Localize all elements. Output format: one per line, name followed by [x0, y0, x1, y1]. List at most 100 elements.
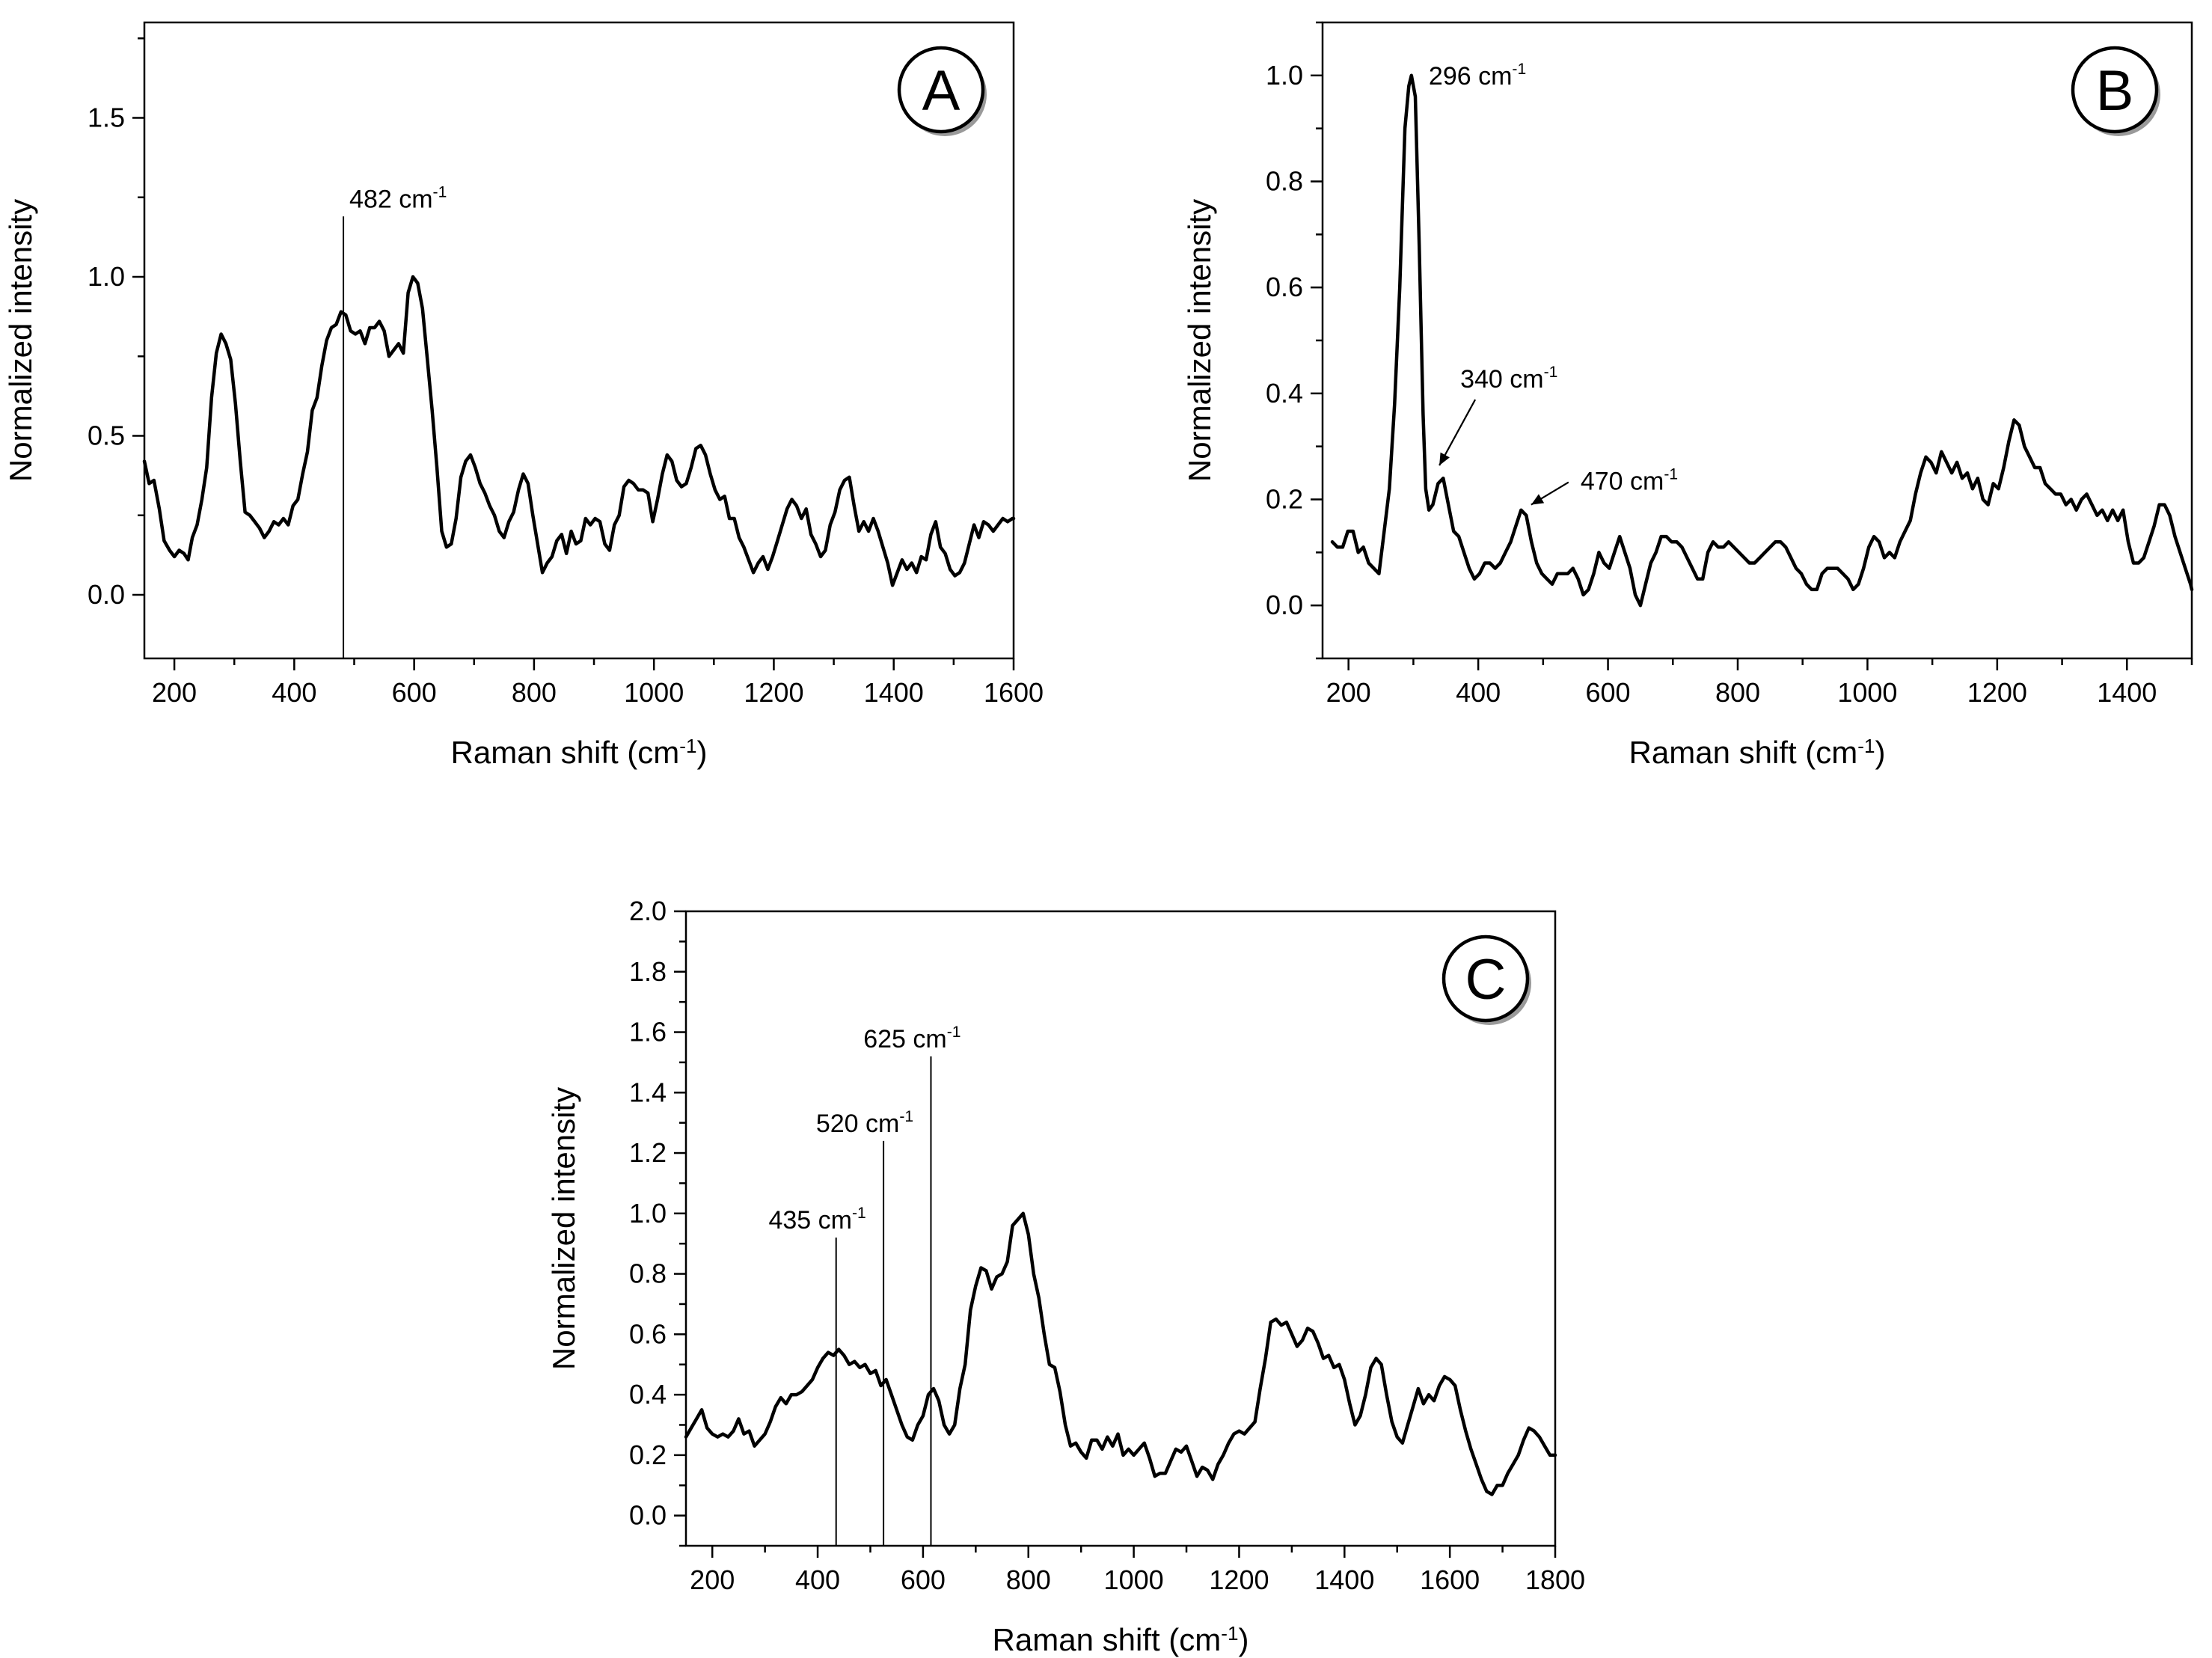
y-tick-label: 0.8 — [1266, 166, 1303, 197]
x-tick-label: 1400 — [1314, 1564, 1374, 1595]
peak-label: 482 cm-1 — [349, 183, 447, 213]
x-axis-title-text: Raman shift (cm — [1629, 735, 1858, 770]
peak-label-text: 340 cm — [1460, 365, 1544, 394]
x-tick-label: 800 — [512, 677, 557, 708]
y-tick-label: 1.8 — [629, 956, 667, 987]
x-axis-title-close: ) — [696, 735, 707, 770]
peak-label: 296 cm-1 — [1429, 61, 1526, 91]
raman-spectrum-line — [1330, 73, 2194, 608]
x-axis-title: Raman shift (cm-1) — [993, 1622, 1249, 1657]
peak-label: 470 cm-1 — [1581, 466, 1678, 496]
x-tick-label: 600 — [1586, 677, 1631, 708]
y-tick-label: 1.5 — [88, 103, 125, 133]
y-tick-label: 0.6 — [629, 1318, 667, 1349]
x-tick-label: 1000 — [624, 677, 684, 708]
y-tick-label: 1.0 — [88, 261, 125, 292]
y-tick-label: 0.0 — [629, 1500, 667, 1531]
y-axis-title: Normalized intensity — [3, 199, 38, 482]
x-axis-title: Raman shift (cm-1) — [1629, 735, 1886, 770]
peak-label-text: 296 cm — [1429, 62, 1513, 91]
peak-label-superscript: -1 — [1664, 466, 1678, 483]
x-axis-title-superscript: -1 — [1857, 735, 1875, 757]
y-tick-label: 1.2 — [629, 1137, 667, 1168]
x-tick-label: 1200 — [744, 677, 803, 708]
panel-badge — [2071, 46, 2159, 134]
x-tick-label: 1800 — [1525, 1564, 1585, 1595]
y-tick-label: 0.6 — [1266, 272, 1303, 302]
x-tick-label: 200 — [1326, 677, 1371, 708]
y-tick-label: 1.0 — [1266, 60, 1303, 91]
peak-arrow — [1439, 399, 1477, 466]
plot-frame — [1321, 21, 2193, 660]
x-tick-label: 1600 — [984, 677, 1044, 708]
y-tick-label: 0.8 — [629, 1258, 667, 1289]
raman-spectrum-line — [142, 275, 1016, 587]
x-axis-title-superscript: -1 — [1221, 1622, 1238, 1645]
peak-label-superscript: -1 — [899, 1108, 913, 1125]
panel-letter: A — [922, 59, 961, 123]
peak-label-text: 482 cm — [349, 185, 433, 213]
x-axis-title-text: Raman shift (cm — [993, 1622, 1222, 1657]
panel-a: 200 400 600 800 1000 1200 1400 1600 0.0 0.5 1.0 1.5… — [3, 21, 1044, 770]
peak-label-superscript: -1 — [1544, 364, 1558, 381]
x-tick-label: 1200 — [1967, 677, 2027, 708]
peak-label-text: 625 cm — [863, 1025, 947, 1053]
panel-c: 200 400 600 800 1000 1200 1400 1600 1800 0.0 0.2 0.… — [546, 896, 1585, 1657]
x-tick-label: 800 — [1715, 677, 1760, 708]
x-tick-label: 1600 — [1420, 1564, 1480, 1595]
x-axis-title: Raman shift (cm-1) — [451, 735, 708, 770]
peak-label-text: 520 cm — [816, 1110, 900, 1138]
y-tick-label: 0.0 — [1266, 590, 1303, 620]
x-tick-label: 1000 — [1837, 677, 1897, 708]
x-tick-label: 600 — [901, 1564, 946, 1595]
plot-frame — [684, 910, 1557, 1547]
x-tick-label: 200 — [690, 1564, 735, 1595]
x-tick-label: 200 — [152, 677, 197, 708]
peak-label: 520 cm-1 — [816, 1108, 913, 1138]
peak-label-text: 470 cm — [1581, 468, 1664, 496]
peak-label-superscript: -1 — [1512, 61, 1526, 78]
panel-letter: C — [1465, 948, 1507, 1012]
plot-frame — [143, 21, 1015, 660]
y-tick-label: 1.4 — [629, 1077, 667, 1107]
panel-b: 200 400 600 800 1000 1200 1400 0.0 0.2 0.4 0.6 0.8 1… — [1182, 21, 2194, 770]
peak-label: 435 cm-1 — [768, 1205, 866, 1235]
y-tick-label: 0.4 — [1266, 378, 1303, 409]
y-tick-label: 0.5 — [88, 420, 125, 451]
x-axis-title-close: ) — [1875, 735, 1885, 770]
peak-label-text: 435 cm — [768, 1206, 852, 1235]
peak-label: 340 cm-1 — [1460, 364, 1557, 394]
x-tick-label: 1400 — [2097, 677, 2157, 708]
y-tick-label: 0.4 — [629, 1379, 667, 1410]
y-axis-title: Normalized intensity — [546, 1087, 581, 1370]
panel-badge — [897, 46, 985, 134]
y-tick-label: 1.0 — [629, 1198, 667, 1229]
x-tick-label: 600 — [392, 677, 437, 708]
peak-label-superscript: -1 — [852, 1205, 866, 1222]
peak-label-superscript: -1 — [947, 1024, 961, 1041]
peak-label-superscript: -1 — [433, 183, 447, 201]
y-axis-title: Normalized intensity — [1182, 199, 1217, 482]
x-tick-label: 1000 — [1104, 1564, 1164, 1595]
y-tick-label: 2.0 — [629, 896, 667, 926]
peak-arrow-head — [1439, 452, 1450, 466]
x-axis-title-close: ) — [1238, 1622, 1249, 1657]
panel-letter: B — [2096, 59, 2134, 123]
x-tick-label: 400 — [1456, 677, 1501, 708]
x-tick-label: 400 — [795, 1564, 840, 1595]
y-tick-label: 0.2 — [1266, 484, 1303, 515]
y-tick-label: 1.6 — [629, 1017, 667, 1047]
x-axis-title-superscript: -1 — [679, 735, 696, 757]
y-tick-label: 0.0 — [88, 579, 125, 610]
panel-badge — [1442, 934, 1530, 1023]
x-tick-label: 1200 — [1209, 1564, 1269, 1595]
x-tick-label: 1400 — [864, 677, 924, 708]
x-axis-title-text: Raman shift (cm — [451, 735, 680, 770]
peak-arrow-head — [1531, 494, 1545, 505]
peak-label: 625 cm-1 — [863, 1024, 961, 1053]
raman-spectrum-line — [684, 1211, 1557, 1496]
x-tick-label: 400 — [272, 677, 316, 708]
x-tick-label: 800 — [1006, 1564, 1051, 1595]
y-tick-label: 0.2 — [629, 1440, 667, 1470]
